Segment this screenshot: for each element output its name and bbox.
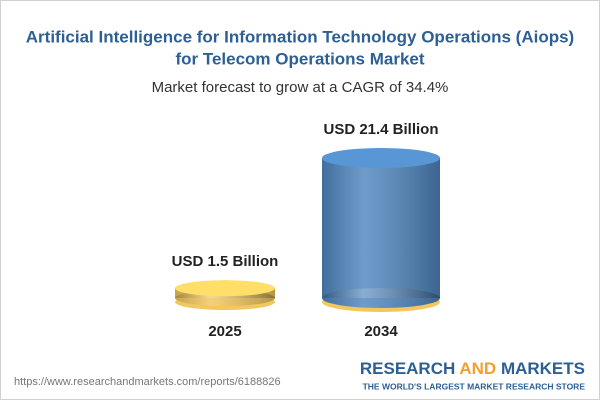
brand-part: AND bbox=[459, 359, 496, 378]
value-label: USD 1.5 Billion bbox=[172, 253, 279, 270]
x-tick-label: 2025 bbox=[208, 323, 241, 340]
value-label: USD 21.4 Billion bbox=[323, 121, 438, 138]
shade bbox=[322, 158, 440, 298]
shade bbox=[322, 288, 440, 308]
brand-tagline: THE WORLD'S LARGEST MARKET RESEARCH STOR… bbox=[363, 381, 586, 391]
cylinder-top bbox=[322, 148, 440, 168]
brand-part: MARKETS bbox=[501, 359, 585, 378]
chart-subtitle: Market forecast to grow at a CAGR of 34.… bbox=[152, 79, 449, 96]
x-tick-label: 2034 bbox=[364, 323, 398, 340]
cylinder-top bbox=[175, 280, 275, 297]
brand-part: RESEARCH bbox=[360, 359, 455, 378]
plot: USD 1.5 Billion 2025 USD 21.4 Billion 2034 bbox=[172, 121, 440, 340]
chart-title: Artificial Intelligence for Information … bbox=[26, 27, 574, 46]
source-url: https://www.researchandmarkets.com/repor… bbox=[14, 376, 281, 388]
chart-title: for Telecom Operations Market bbox=[175, 49, 424, 68]
brand-name: RESEARCH AND MARKETS bbox=[360, 359, 585, 378]
